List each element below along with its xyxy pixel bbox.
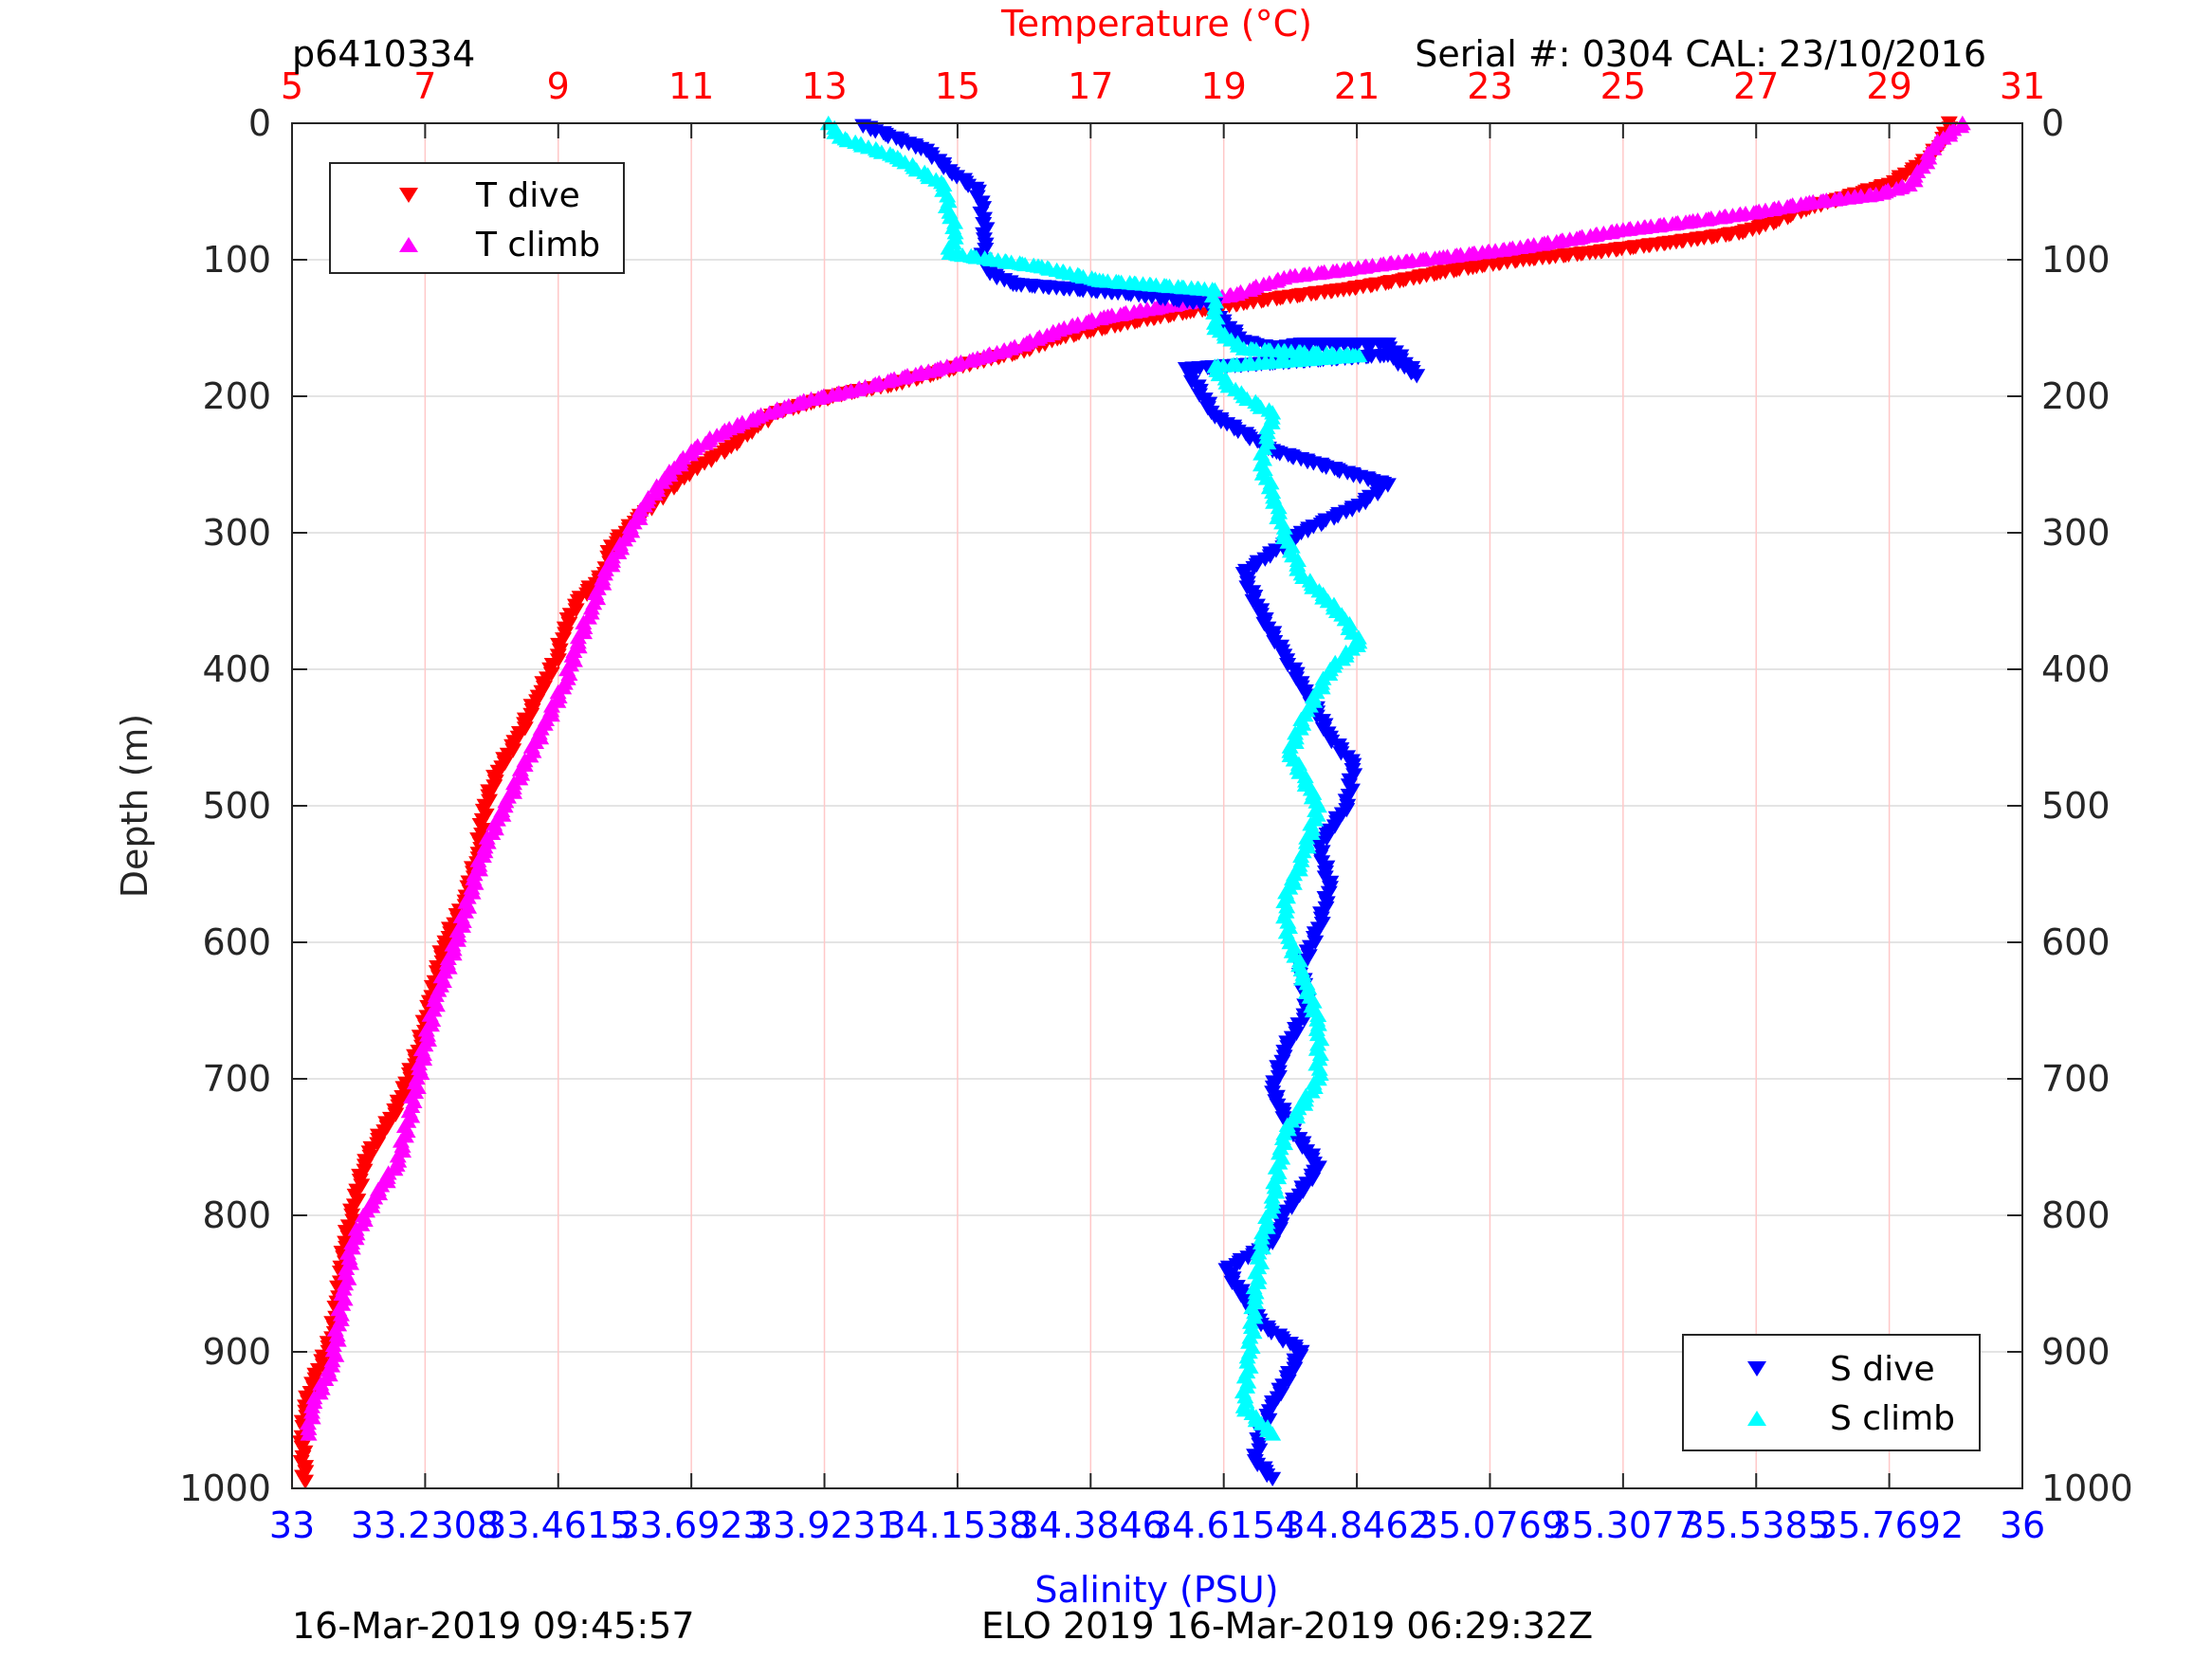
grid <box>292 123 2022 1488</box>
temperature-tick-label: 29 <box>1866 65 1911 107</box>
salinity-tick-label: 34.6154 <box>1149 1504 1298 1546</box>
depth-tick-label-right: 1000 <box>2041 1468 2133 1509</box>
temperature-tick-label: 27 <box>1733 65 1779 107</box>
data-point <box>1323 734 1341 750</box>
legend-box <box>329 162 625 274</box>
depth-tick-label-left: 700 <box>202 1058 271 1100</box>
data-point <box>1264 1426 1282 1441</box>
serial-calibration: Serial #: 0304 CAL: 23/10/2016 <box>1415 33 1986 75</box>
triangle-down-icon <box>399 188 418 203</box>
temperature-tick-label: 21 <box>1334 65 1380 107</box>
depth-tick-label-left: 900 <box>202 1331 271 1373</box>
temperature-tick-label: 11 <box>668 65 714 107</box>
depth-tick-label-right: 800 <box>2041 1194 2111 1236</box>
salinity-tick-label: 36 <box>2000 1504 2045 1546</box>
depth-tick-label-left: 500 <box>202 785 271 827</box>
depth-tick-label-right: 100 <box>2041 239 2111 281</box>
temperature-tick-label: 9 <box>547 65 570 107</box>
series-s-climb <box>819 115 1368 1441</box>
salinity-tick-label: 35.0769 <box>1416 1504 1564 1546</box>
temperature-tick-label: 15 <box>935 65 980 107</box>
triangle-up-icon <box>1747 1411 1766 1426</box>
depth-tick-label-left: 100 <box>202 239 271 281</box>
salinity-tick-label: 35.3077 <box>1548 1504 1697 1546</box>
temperature-tick-label: 5 <box>281 65 303 107</box>
salinity-tick-label: 34.3846 <box>1016 1504 1165 1546</box>
axis-ticks <box>291 122 2023 1489</box>
salinity-tick-label: 33.9231 <box>750 1504 899 1546</box>
data-point <box>1325 819 1344 834</box>
legend-label-t-dive: T dive <box>475 176 580 215</box>
data-point <box>1264 1471 1282 1487</box>
temperature-tick-label: 25 <box>1600 65 1646 107</box>
data-layer <box>291 115 1971 1489</box>
depth-tick-label-left: 200 <box>202 375 271 417</box>
depth-tick-label-left: 0 <box>248 102 271 144</box>
salinity-tick-label: 33.4615 <box>484 1504 632 1546</box>
temperature-axis-title: Temperature (°C) <box>1000 3 1312 45</box>
axis-tick-labels: 0 0 100 100 200 200 300 300 400 400 500 500 600 600 70… <box>179 65 2132 1546</box>
depth-tick-label-right: 300 <box>2041 512 2111 554</box>
triangle-up-icon <box>399 237 418 252</box>
depth-tick-label-left: 600 <box>202 921 271 963</box>
footer-timestamp: 16-Mar-2019 09:45:57 <box>292 1605 695 1647</box>
profile-id: p6410334 <box>292 33 475 75</box>
depth-tick-label-right: 600 <box>2041 921 2111 963</box>
salinity-tick-label: 34.8462 <box>1283 1504 1432 1546</box>
temperature-tick-label: 23 <box>1467 65 1512 107</box>
triangle-down-icon <box>1747 1361 1766 1376</box>
data-point <box>300 1426 318 1441</box>
depth-tick-label-right: 500 <box>2041 785 2111 827</box>
legend-label-t-climb: T climb <box>475 226 600 264</box>
temperature-tick-label: 7 <box>413 65 436 107</box>
legend-label-s-dive: S dive <box>1830 1350 1935 1389</box>
salinity-tick-label: 35.7692 <box>1815 1504 1964 1546</box>
depth-tick-label-right: 900 <box>2041 1331 2111 1373</box>
salinity-tick-label: 35.5385 <box>1682 1504 1831 1546</box>
legend-salinity: S dive S climb <box>1682 1334 1981 1451</box>
depth-axis-title: Depth (m) <box>114 714 155 899</box>
salinity-tick-label: 33 <box>269 1504 315 1546</box>
depth-tick-label-left: 300 <box>202 512 271 554</box>
legend-temperature: T dive T climb <box>329 162 625 274</box>
depth-tick-label-right: 0 <box>2041 102 2064 144</box>
footer-mission: ELO 2019 16-Mar-2019 06:29:32Z <box>981 1605 1593 1647</box>
series-t-climb <box>299 115 1971 1441</box>
salinity-axis-title: Salinity (PSU) <box>1034 1569 1278 1611</box>
depth-tick-label-left: 400 <box>202 648 271 690</box>
legend-box <box>1682 1334 1981 1451</box>
data-point <box>1283 1200 1301 1215</box>
temperature-tick-label: 31 <box>2000 65 2045 107</box>
temperature-tick-label: 13 <box>801 65 847 107</box>
salinity-tick-label: 34.1538 <box>883 1504 1032 1546</box>
depth-tick-label-right: 200 <box>2041 375 2111 417</box>
legend-label-s-climb: S climb <box>1830 1399 1955 1438</box>
temperature-tick-label: 17 <box>1068 65 1113 107</box>
temperature-tick-label: 19 <box>1201 65 1247 107</box>
depth-tick-label-right: 700 <box>2041 1058 2111 1100</box>
depth-tick-label-left: 1000 <box>179 1468 271 1509</box>
salinity-tick-label: 33.6923 <box>617 1504 766 1546</box>
salinity-tick-label: 33.2308 <box>351 1504 500 1546</box>
depth-tick-label-right: 400 <box>2041 648 2111 690</box>
data-point <box>297 1474 315 1489</box>
data-point <box>1207 294 1225 309</box>
depth-tick-label-left: 800 <box>202 1194 271 1236</box>
